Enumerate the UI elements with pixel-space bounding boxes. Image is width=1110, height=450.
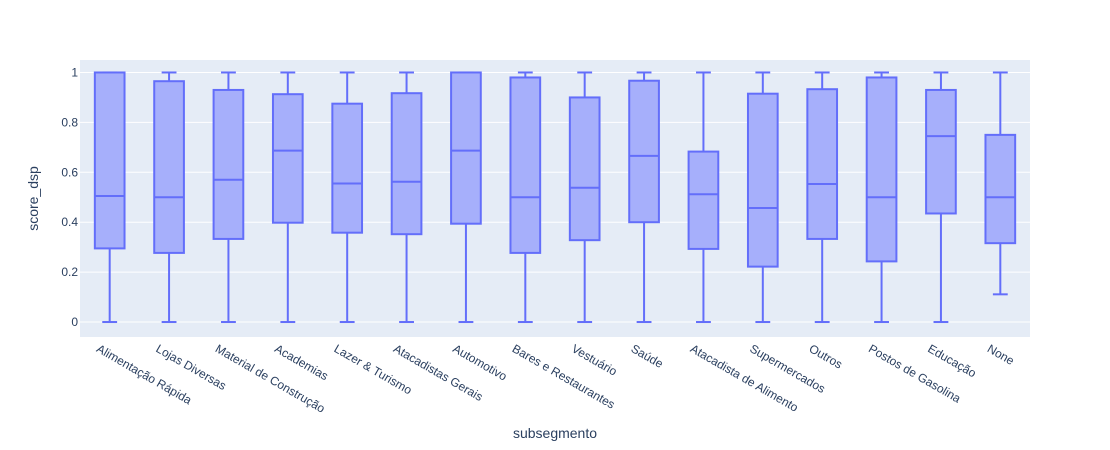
y-tick-label: 0.4 — [61, 215, 78, 229]
box-iqr — [331, 102, 364, 234]
x-tick-label: None — [985, 341, 1017, 368]
box-iqr — [93, 71, 126, 250]
box-0 — [93, 71, 126, 324]
box-iqr — [984, 133, 1017, 245]
y-axis-title: score_dsp — [25, 166, 41, 231]
box-iqr — [509, 76, 542, 254]
box-13 — [865, 71, 898, 324]
box-iqr — [390, 92, 423, 236]
box-3 — [271, 71, 304, 324]
box-8 — [568, 71, 601, 324]
box-14 — [925, 71, 957, 324]
box-iqr — [153, 80, 185, 254]
boxes — [93, 71, 1017, 324]
x-tick-label: Vestuário — [569, 341, 620, 378]
y-tick-label: 0.2 — [61, 265, 78, 279]
y-tick-label: 0 — [71, 315, 78, 329]
box-iqr — [687, 150, 720, 250]
box-1 — [153, 71, 185, 324]
box-7 — [509, 71, 542, 324]
box-2 — [212, 71, 245, 324]
box-9 — [628, 71, 660, 324]
box-iqr — [212, 88, 245, 240]
box-iqr — [925, 88, 957, 215]
box-iqr — [746, 92, 779, 268]
y-tick-label: 0.8 — [61, 115, 78, 129]
x-tick-label: Material de Construção — [213, 341, 328, 415]
y-tick-label: 0.6 — [61, 165, 78, 179]
box-10 — [687, 71, 720, 324]
box-iqr — [865, 76, 898, 263]
y-axis-ticks: 0 0.2 0.4 0.6 0.8 1 — [61, 65, 78, 329]
box-4 — [331, 71, 364, 324]
box-5 — [390, 71, 423, 324]
box-iqr — [628, 79, 660, 224]
y-tick-label: 1 — [71, 65, 78, 79]
x-tick-label: Saúde — [629, 341, 666, 371]
box-15 — [984, 71, 1017, 296]
x-tick-label: Educação — [925, 341, 979, 380]
box-6 — [450, 71, 482, 324]
box-iqr — [271, 93, 304, 224]
box-iqr — [450, 71, 482, 225]
x-tick-label: Atacadista de Alimento — [688, 341, 801, 414]
box-iqr — [806, 88, 839, 240]
box-12 — [806, 71, 839, 324]
box-11 — [746, 71, 779, 324]
x-tick-label: Bares e Restaurantes — [510, 341, 618, 411]
box-iqr — [568, 96, 601, 242]
x-axis-title: subsegmento — [513, 425, 597, 441]
x-tick-label: Outros — [807, 341, 845, 371]
